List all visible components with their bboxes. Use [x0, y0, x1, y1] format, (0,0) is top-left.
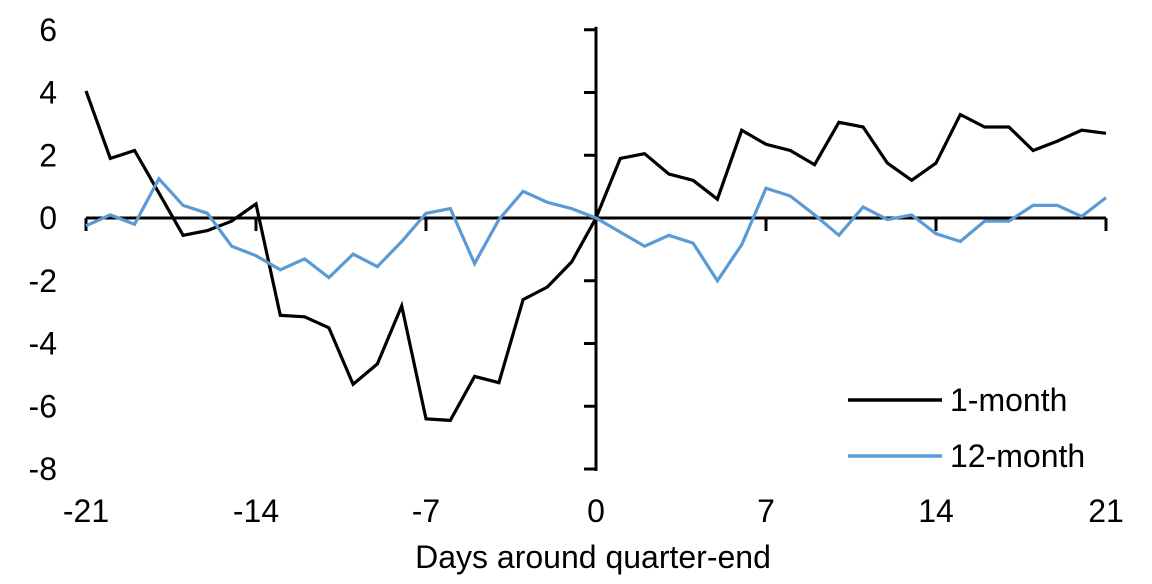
y-tick-label: 6 [39, 12, 57, 48]
y-tick-label: -8 [29, 451, 57, 487]
x-tick-labels: -21 -14 -7 0 7 14 21 [63, 493, 1124, 529]
x-tick-label: 14 [918, 493, 954, 529]
x-tick-label: -21 [63, 493, 109, 529]
y-tick-label: -6 [29, 388, 57, 424]
x-tick-label: -7 [412, 493, 440, 529]
legend: 1-month 12-month [848, 382, 1085, 474]
y-tick-label: 2 [39, 137, 57, 173]
x-axis-title: Days around quarter-end [415, 539, 771, 575]
legend-label-1-month: 1-month [950, 382, 1067, 418]
y-tick-label: -4 [29, 326, 57, 362]
x-tick-label: 0 [587, 493, 605, 529]
x-tick-label: 21 [1088, 493, 1124, 529]
y-tick-label: 0 [39, 200, 57, 236]
y-tick-labels: 6 4 2 0 -2 -4 -6 -8 [29, 12, 57, 487]
series-lines [84, 90, 1107, 423]
legend-label-12-month: 12-month [950, 438, 1085, 474]
x-tick-label: -14 [233, 493, 279, 529]
series-line-12-month [85, 176, 1107, 284]
y-tick-label: -2 [29, 263, 57, 299]
y-tick-label: 4 [39, 75, 57, 111]
x-tick-label: 7 [757, 493, 775, 529]
